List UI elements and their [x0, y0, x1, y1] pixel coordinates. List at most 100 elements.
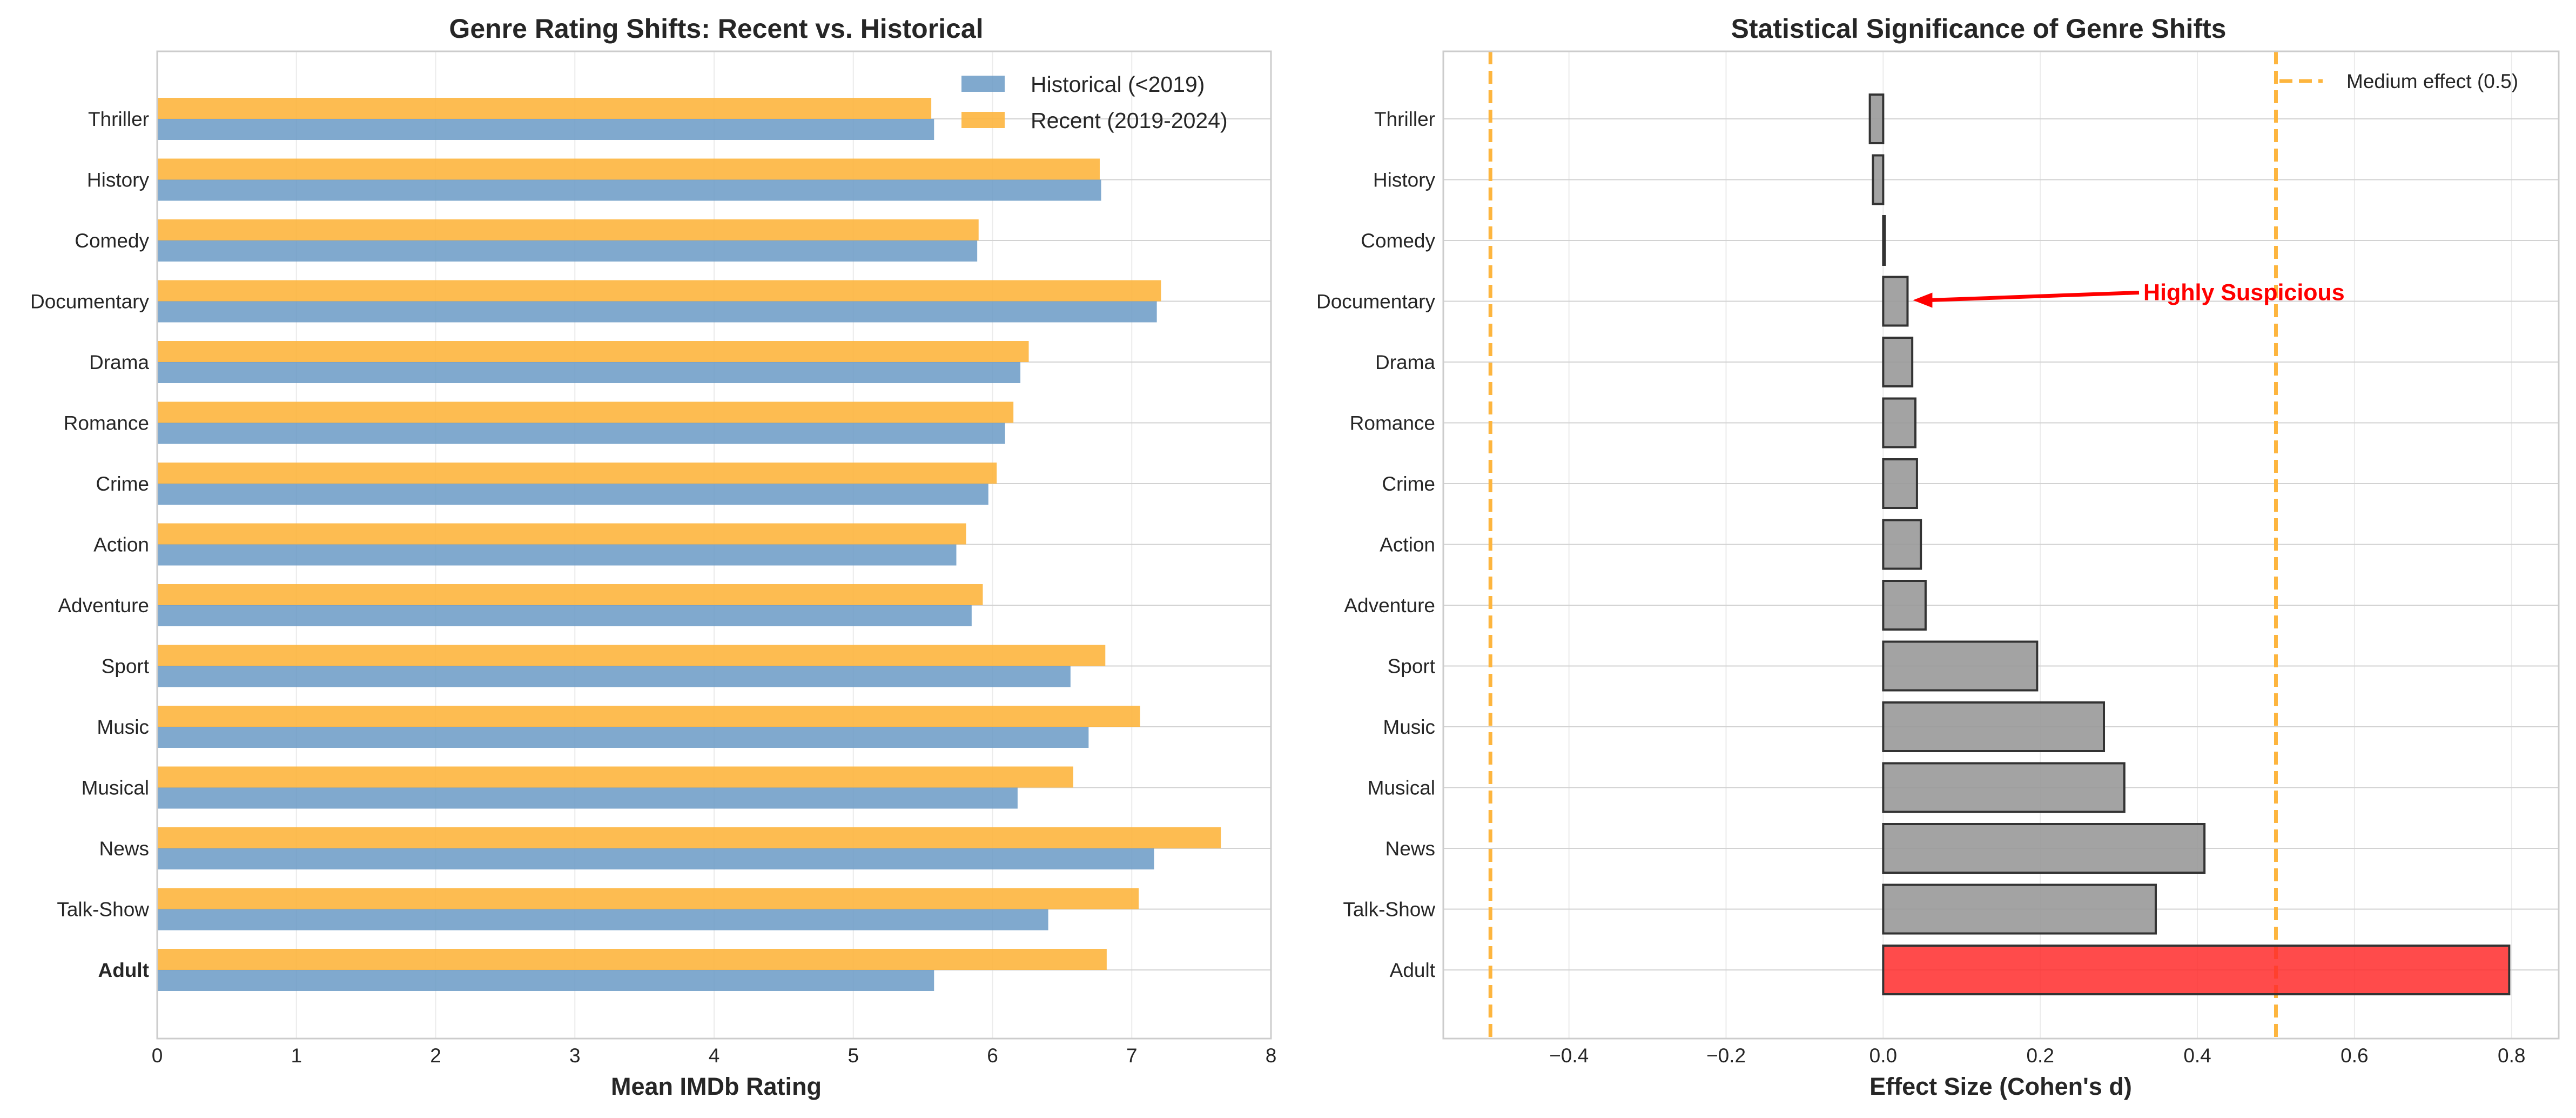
y-tick-label-thriller: Thriller: [1374, 108, 1435, 130]
bar-historical-romance: [157, 423, 1005, 444]
y-tick-label-talk-show: Talk-Show: [57, 899, 149, 921]
bar-effect-thriller: [1868, 93, 1885, 144]
y-tick-label-thriller: Thriller: [88, 108, 149, 130]
y-tick-label-sport: Sport: [1388, 655, 1436, 678]
bar-effect-crime: [1882, 458, 1918, 509]
x-tick-label: 3: [569, 1045, 581, 1067]
bar-effect-comedy: [1882, 215, 1886, 266]
legend-swatch-recent: [961, 112, 1005, 128]
bar-historical-comedy: [157, 240, 978, 262]
x-tick-label: 8: [1266, 1045, 1277, 1067]
left-legend: Historical (<2019) Recent (2019-2024): [961, 72, 1228, 133]
y-tick-label-music: Music: [1383, 716, 1435, 738]
legend-label-medium-effect: Medium effect (0.5): [2346, 70, 2518, 92]
bar-effect-history: [1872, 154, 1885, 205]
x-tick-label: 1: [291, 1045, 302, 1067]
bar-effect-news: [1882, 823, 2206, 874]
x-tick-label: 0.2: [2026, 1045, 2054, 1067]
x-tick-label: −0.4: [1549, 1045, 1589, 1067]
bar-recent-talk-show: [157, 888, 1139, 909]
y-tick-label-talk-show: Talk-Show: [1343, 899, 1435, 921]
bar-recent-history: [157, 158, 1100, 180]
left-x-axis-label: Mean IMDb Rating: [611, 1073, 822, 1100]
bar-recent-crime: [157, 463, 997, 484]
y-tick-label-comedy: Comedy: [75, 230, 149, 252]
bar-historical-thriller: [157, 119, 934, 140]
bar-historical-adult: [157, 970, 934, 991]
y-tick-label-comedy: Comedy: [1361, 230, 1435, 252]
rating-shift-chart: Genre Rating Shifts: Recent vs. Historic…: [30, 14, 1276, 1100]
bar-recent-adult: [157, 949, 1107, 970]
y-tick-label-documentary: Documentary: [1316, 291, 1436, 313]
y-tick-label-adult: Adult: [98, 959, 149, 981]
legend-label-recent: Recent (2019-2024): [1031, 108, 1228, 133]
bar-effect-romance: [1882, 397, 1916, 448]
bar-recent-documentary: [157, 280, 1161, 302]
y-tick-label-crime: Crime: [1382, 473, 1435, 495]
x-tick-label: 7: [1126, 1045, 1138, 1067]
bar-effect-documentary: [1882, 276, 1909, 327]
y-tick-label-action: Action: [1380, 534, 1435, 556]
y-tick-label-romance: Romance: [64, 412, 149, 434]
bar-historical-drama: [157, 362, 1021, 383]
y-tick-label-romance: Romance: [1350, 412, 1435, 434]
bar-recent-news: [157, 827, 1221, 848]
y-tick-label-adult: Adult: [1390, 959, 1436, 981]
bar-historical-news: [157, 848, 1154, 869]
x-tick-label: 0.0: [1869, 1045, 1897, 1067]
bar-recent-thriller: [157, 98, 932, 119]
bar-effect-adventure: [1882, 580, 1927, 631]
bar-historical-documentary: [157, 301, 1157, 323]
bar-effect-music: [1882, 701, 2106, 752]
y-tick-label-adventure: Adventure: [1344, 594, 1435, 617]
bar-recent-adventure: [157, 584, 983, 605]
bar-recent-action: [157, 523, 966, 545]
bar-historical-crime: [157, 484, 988, 505]
legend-label-historical: Historical (<2019): [1031, 72, 1205, 97]
y-tick-label-music: Music: [97, 716, 149, 738]
annotation-arrow-head: [1913, 292, 1933, 308]
y-tick-label-drama: Drama: [89, 351, 149, 373]
y-tick-label-musical: Musical: [82, 777, 149, 799]
annotation-text: Highly Suspicious: [2143, 280, 2345, 306]
right-chart-title: Statistical Significance of Genre Shifts: [1731, 14, 2227, 44]
bar-effect-musical: [1882, 762, 2126, 813]
x-tick-label: 0.8: [2498, 1045, 2525, 1067]
bar-historical-action: [157, 544, 957, 566]
bar-effect-adult: [1882, 945, 2511, 995]
y-tick-label-drama: Drama: [1375, 351, 1435, 373]
bar-historical-music: [157, 727, 1089, 748]
bar-recent-music: [157, 706, 1140, 727]
y-tick-label-history: History: [1373, 169, 1436, 191]
x-tick-label: 0.4: [2183, 1045, 2211, 1067]
bar-recent-sport: [157, 645, 1106, 666]
right-plot-frame: [1442, 50, 2560, 1040]
bar-recent-musical: [157, 766, 1073, 788]
bar-recent-romance: [157, 401, 1014, 423]
bar-effect-talk-show: [1882, 883, 2157, 935]
bar-historical-sport: [157, 666, 1071, 687]
effect-size-chart: Statistical Significance of Genre Shifts…: [1316, 14, 2560, 1100]
bar-effect-sport: [1882, 640, 2039, 692]
y-tick-label-musical: Musical: [1368, 777, 1435, 799]
y-tick-label-history: History: [87, 169, 150, 191]
x-tick-label: 4: [709, 1045, 720, 1067]
legend-swatch-historical: [961, 76, 1005, 92]
bar-historical-musical: [157, 787, 1018, 809]
y-tick-label-documentary: Documentary: [30, 291, 150, 313]
x-tick-label: 2: [430, 1045, 441, 1067]
bar-historical-adventure: [157, 605, 972, 626]
y-tick-label-adventure: Adventure: [58, 594, 149, 617]
y-tick-label-sport: Sport: [102, 655, 150, 678]
bar-effect-action: [1882, 519, 1922, 570]
bar-recent-comedy: [157, 219, 979, 240]
x-tick-label: 5: [848, 1045, 859, 1067]
right-legend: Medium effect (0.5): [2279, 70, 2518, 92]
left-chart-title: Genre Rating Shifts: Recent vs. Historic…: [449, 14, 983, 44]
y-tick-label-action: Action: [93, 534, 149, 556]
bar-historical-talk-show: [157, 909, 1048, 930]
y-tick-label-news: News: [1385, 838, 1435, 860]
right-x-axis-label: Effect Size (Cohen's d): [1869, 1073, 2132, 1100]
bar-effect-drama: [1882, 337, 1914, 387]
